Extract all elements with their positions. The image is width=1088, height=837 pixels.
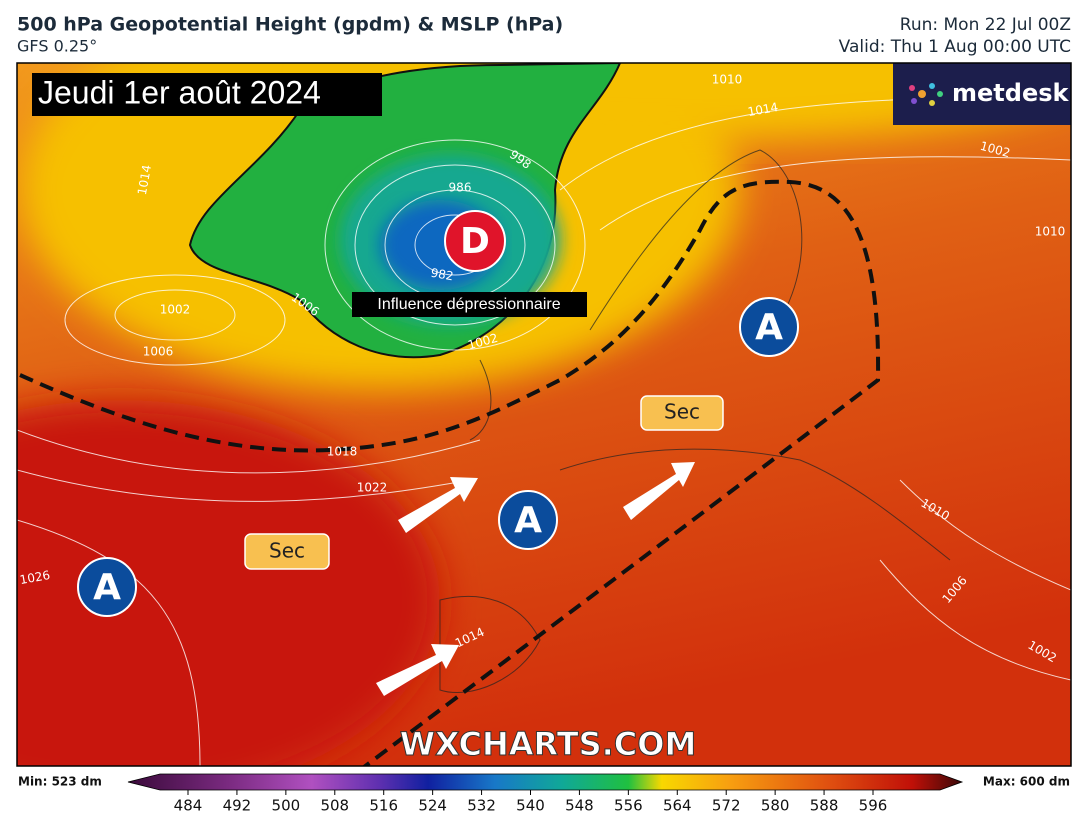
colorbar-min: Min: 523 dm: [18, 775, 102, 789]
isobar-label: 982: [430, 266, 455, 284]
high-label: A: [93, 567, 121, 608]
colorbar-tick-label: 572: [712, 797, 741, 815]
low-symbol: [444, 210, 506, 272]
map: 1010101410021014998986982100210061006100…: [17, 63, 1071, 766]
high-label: A: [755, 307, 783, 348]
logo: metdesk: [952, 79, 1070, 107]
model: GFS 0.25°: [17, 37, 97, 56]
colorbar-tick-label: 492: [223, 797, 252, 815]
isobar-label: 1018: [327, 445, 358, 459]
colorbar-max: Max: 600 dm: [983, 775, 1070, 789]
dry-label: Sec: [664, 400, 700, 424]
colorbar-tick-label: 548: [565, 797, 594, 815]
colorbar-tick-label: 484: [174, 797, 203, 815]
colorbar-tick-label: 556: [614, 797, 643, 815]
colorbar: [127, 773, 964, 791]
colorbar-tick-label: 524: [418, 797, 447, 815]
date-box: [32, 73, 382, 116]
isobar-label: 1014: [135, 164, 154, 197]
colorbar-tick-label: 580: [761, 797, 790, 815]
dry-box: [244, 533, 330, 570]
dry-box: [640, 395, 724, 431]
isobar-label: 1026: [19, 568, 52, 587]
colorbar-tick-label: 516: [369, 797, 398, 815]
dry-label: Sec: [269, 539, 305, 563]
colorbar-ticks: 484 492 500 508 516 524 532 540 548 556 564 572 580 5…: [174, 790, 888, 815]
isobar-label: 1010: [712, 73, 743, 87]
map-frame: [16, 62, 1072, 767]
colorbar-tick-label: 500: [272, 797, 301, 815]
isobar-label: 986: [449, 181, 472, 195]
arrow: [376, 644, 459, 696]
dry-boundary: [19, 179, 881, 766]
colorbar-tick-label: 596: [859, 797, 888, 815]
watermark: WXCHARTS.COM: [400, 725, 697, 763]
isobars: [17, 97, 1071, 766]
flow-arrows: [376, 462, 695, 696]
colorbar-tick-label: 532: [467, 797, 496, 815]
annotation-box: [352, 292, 587, 317]
title: 500 hPa Geopotential Height (gpdm) & MSL…: [17, 14, 563, 36]
colorbar-tick-label: 564: [663, 797, 692, 815]
valid: Valid: Thu 1 Aug 00:00 UTC: [839, 37, 1071, 57]
colorbar-tick-label: 540: [516, 797, 545, 815]
annotation: Influence dépressionnaire: [377, 296, 560, 313]
isobar-labels: 1010101410021014998986982100210061006100…: [19, 73, 1066, 666]
colorbar-tick-label: 508: [320, 797, 349, 815]
run: Run: Mon 22 Jul 00Z: [900, 15, 1071, 35]
logo-icon: [909, 83, 943, 106]
date: Jeudi 1er août 2024: [38, 74, 321, 110]
coastlines: [439, 149, 951, 694]
isobar-label: 1006: [143, 345, 174, 359]
high-label: A: [514, 500, 542, 541]
isobar-label: 1014: [747, 100, 780, 119]
high-symbol: [739, 297, 799, 357]
high-symbol: [77, 557, 137, 617]
low-label: D: [460, 221, 490, 262]
isobar-label: 1002: [160, 303, 191, 317]
high-symbol: [498, 490, 558, 550]
arrow: [398, 477, 478, 533]
colorbar-tick-label: 588: [810, 797, 839, 815]
arrow: [623, 462, 695, 520]
isobar-label: 1010: [1035, 225, 1066, 239]
isobar-label: 1022: [357, 481, 388, 495]
